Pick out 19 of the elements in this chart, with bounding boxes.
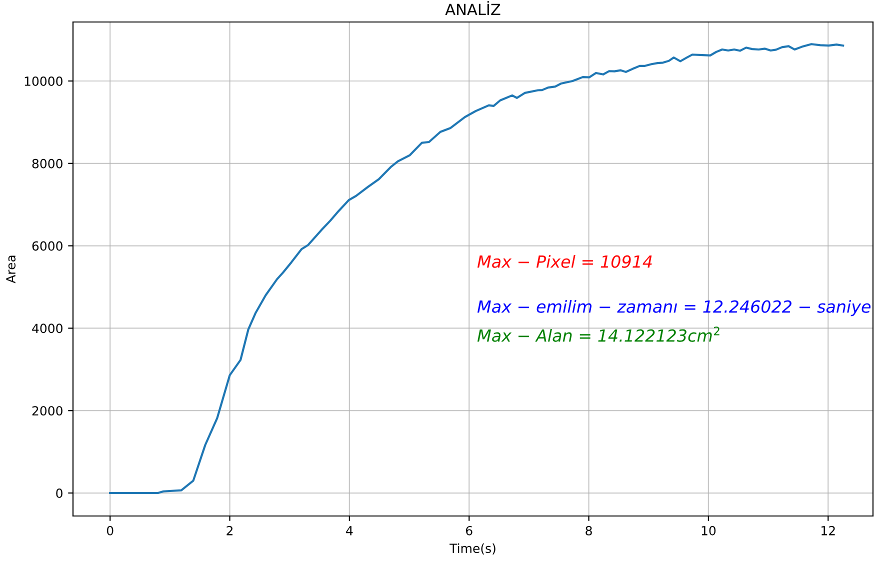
x-tick-label: 8 [586, 526, 592, 536]
y-axis-title: Area [6, 256, 16, 284]
x-tick-label: 4 [346, 526, 353, 536]
y-tick-label: 8000 [32, 158, 62, 168]
y-tick-label: 6000 [32, 241, 62, 251]
y-tick-label: 0 [56, 488, 62, 498]
x-tick-label: 12 [822, 526, 835, 536]
annotation: Max − Pixel = 10914 [477, 255, 652, 268]
x-tick-label: 0 [106, 526, 114, 536]
annotation: Max − Alan = 14.122123cm$^{2}$ [477, 326, 720, 342]
y-tick-label: 2000 [32, 406, 62, 416]
annotation: Max − emilim − zamanı = 12.246022 − saniye [477, 300, 871, 316]
y-tick-label: 10000 [24, 76, 62, 86]
x-axis-title: Time(s) [450, 543, 496, 555]
x-tick-label: 2 [226, 526, 232, 536]
chart-title: ANALİZ [445, 1, 500, 16]
y-tick-label: 4000 [32, 324, 62, 334]
x-tick-label: 6 [466, 526, 472, 536]
x-tick-label: 10 [702, 526, 716, 536]
